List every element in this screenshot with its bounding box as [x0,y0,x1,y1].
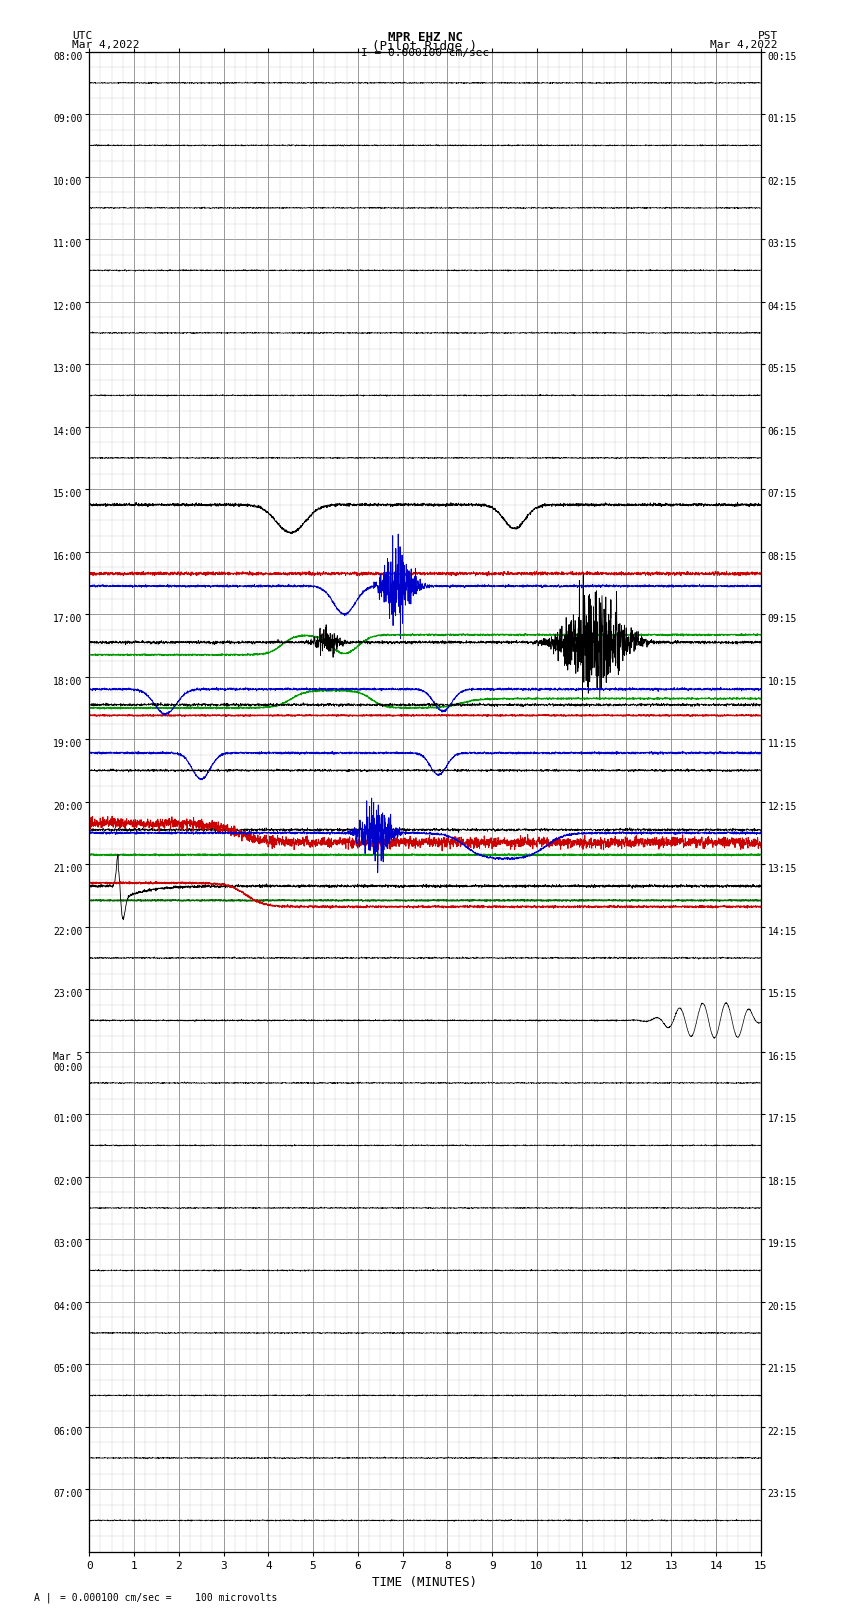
Text: I = 0.000100 cm/sec: I = 0.000100 cm/sec [361,48,489,58]
Text: PST: PST [757,31,778,40]
Text: MPR EHZ NC: MPR EHZ NC [388,31,462,44]
Text: UTC: UTC [72,31,93,40]
Text: = 0.000100 cm/sec =    100 microvolts: = 0.000100 cm/sec = 100 microvolts [60,1594,277,1603]
Text: Mar 4,2022: Mar 4,2022 [72,39,139,50]
X-axis label: TIME (MINUTES): TIME (MINUTES) [372,1576,478,1589]
Text: Mar 4,2022: Mar 4,2022 [711,39,778,50]
Text: (Pilot Ridge ): (Pilot Ridge ) [372,39,478,53]
Text: A |: A | [34,1592,52,1603]
